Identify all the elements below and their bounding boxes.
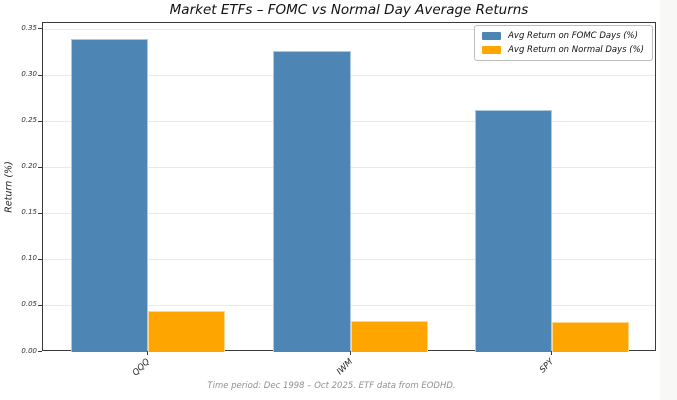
legend-swatch-normal (482, 46, 502, 54)
legend-item: Avg Return on FOMC Days (%) (482, 31, 644, 41)
legend-label: Avg Return on Normal Days (%) (508, 45, 644, 55)
x-tick-label-iwm: IWM (335, 357, 356, 377)
plot-area (42, 22, 656, 352)
x-tick-label-spy: SPY (537, 357, 557, 376)
x-tick-mark (146, 351, 148, 355)
x-tick-mark (349, 351, 351, 355)
y-tick-label: 0.35 (21, 23, 37, 32)
y-tick-label: 0.05 (21, 300, 37, 309)
y-tick-label: 0.00 (21, 346, 37, 355)
y-tick-mark (38, 212, 42, 214)
y-tick-label: 0.25 (21, 116, 37, 125)
legend: Avg Return on FOMC Days (%) Avg Return on… (474, 25, 653, 61)
legend-item: Avg Return on Normal Days (%) (482, 45, 644, 55)
bar-qqq-normal (147, 310, 226, 352)
gridline (43, 28, 655, 30)
y-tick-mark (38, 166, 42, 168)
y-tick-mark (38, 258, 42, 260)
x-tick-mark (551, 351, 552, 355)
bar-spy-normal (552, 321, 630, 352)
y-tick-mark (38, 351, 42, 352)
bar-spy-fomc (474, 109, 552, 352)
bar-iwm-normal (350, 320, 429, 352)
legend-swatch-fomc (482, 32, 502, 40)
y-tick-mark (38, 120, 42, 122)
y-tick-label: 0.30 (21, 70, 37, 79)
bar-qqq-fomc (70, 38, 148, 352)
y-tick-mark (38, 74, 42, 76)
y-tick-label: 0.20 (21, 162, 37, 171)
y-tick-mark (38, 28, 42, 30)
legend-label: Avg Return on FOMC Days (%) (508, 31, 638, 41)
bar-iwm-fomc (273, 50, 351, 352)
y-tick-label: 0.15 (21, 208, 37, 217)
chart-footer: Time period: Dec 1998 – Oct 2025. ETF da… (207, 381, 456, 391)
y-tick-mark (38, 304, 42, 306)
figure-right-margin (660, 0, 677, 400)
x-tick-label-qqq: QQQ (130, 357, 153, 379)
y-tick-label: 0.10 (21, 254, 37, 263)
chart-title: Market ETFs – FOMC vs Normal Day Average… (169, 2, 529, 18)
